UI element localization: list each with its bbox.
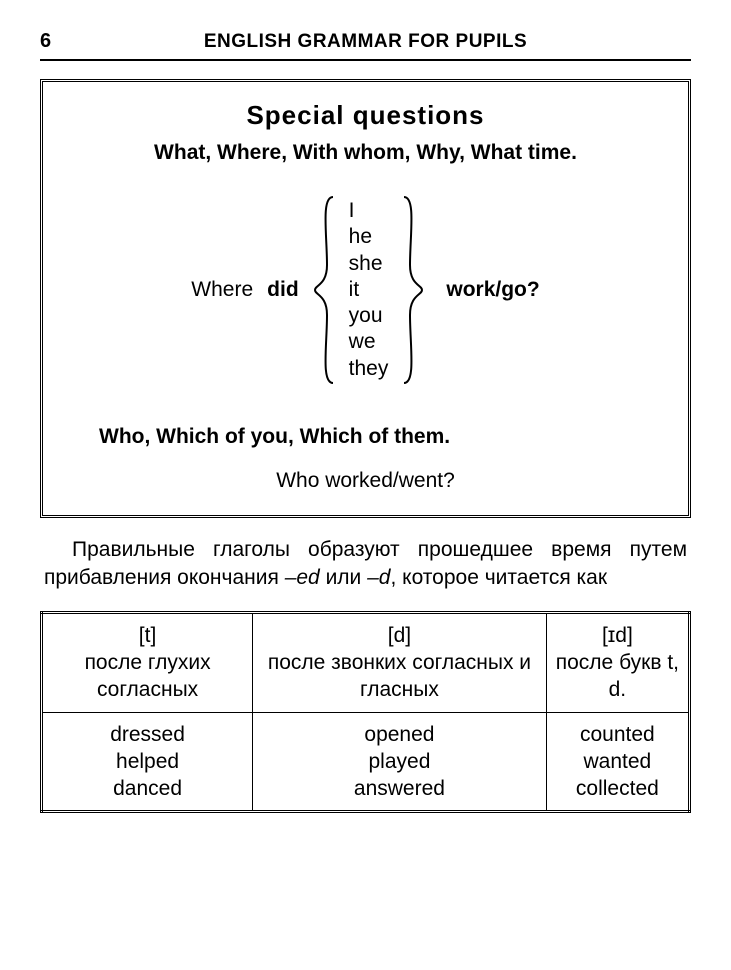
word: collected xyxy=(576,777,659,800)
desc: после букв t, d. xyxy=(556,651,679,701)
d-suffix: –d xyxy=(367,566,390,589)
table-header-cell: [ɪd] после букв t, d. xyxy=(546,612,689,712)
table-row: dressed helped danced opened played answ… xyxy=(42,712,690,812)
pronoun: she xyxy=(349,251,383,277)
word: answered xyxy=(354,777,445,800)
special-questions-box: Special questions What, Where, With whom… xyxy=(40,79,691,518)
word: opened xyxy=(364,723,434,746)
pronoun: I xyxy=(349,198,355,224)
ed-suffix: –ed xyxy=(285,566,320,589)
word: helped xyxy=(116,750,179,773)
table-header-cell: [d] после звонких согласных и гласных xyxy=(253,612,547,712)
pronoun: you xyxy=(349,303,383,329)
question-words: What, Where, With whom, Why, What time. xyxy=(71,141,660,165)
page: 6 ENGLISH GRAMMAR FOR PUPILS Special que… xyxy=(0,0,731,970)
para-or: или xyxy=(320,566,367,589)
pronoun: we xyxy=(349,329,376,355)
pronoun-column: I he she it you we they xyxy=(345,198,393,382)
pronoun: he xyxy=(349,224,372,250)
explanation-paragraph: Правильные глаголы образуют прошедшее вр… xyxy=(44,536,687,593)
table-cell: opened played answered xyxy=(253,712,547,812)
book-title: ENGLISH GRAMMAR FOR PUPILS xyxy=(40,31,691,53)
word: counted xyxy=(580,723,655,746)
where-word: Where xyxy=(191,278,253,302)
table-cell: counted wanted collected xyxy=(546,712,689,812)
pronoun: it xyxy=(349,277,360,303)
ipa: [ɪd] xyxy=(602,624,633,647)
left-brace-icon xyxy=(313,195,337,385)
table-header-row: [t] после глухих согласных [d] после зво… xyxy=(42,612,690,712)
did-word: did xyxy=(267,278,299,302)
example-row: Where did I he she it you we they work/g… xyxy=(71,195,660,385)
word: dressed xyxy=(110,723,185,746)
word: danced xyxy=(113,777,182,800)
right-brace-icon xyxy=(400,195,424,385)
word: played xyxy=(368,750,430,773)
verb-word: work/go? xyxy=(446,278,539,302)
pronunciation-table: [t] после глухих согласных [d] после зво… xyxy=(40,611,691,814)
pronoun: they xyxy=(349,356,389,382)
page-header: 6 ENGLISH GRAMMAR FOR PUPILS xyxy=(40,30,691,61)
box-title: Special questions xyxy=(71,100,660,131)
table-header-cell: [t] после глухих согласных xyxy=(42,612,253,712)
who-example: Who worked/went? xyxy=(71,469,660,493)
word: wanted xyxy=(584,750,652,773)
table-cell: dressed helped danced xyxy=(42,712,253,812)
desc: после звонких согласных и гласных xyxy=(268,651,531,701)
desc: после глухих согласных xyxy=(85,651,211,701)
ipa: [d] xyxy=(388,624,411,647)
ipa: [t] xyxy=(139,624,157,647)
who-question-words: Who, Which of you, Which of them. xyxy=(99,425,660,449)
para-end: , которое читается как xyxy=(390,566,607,589)
